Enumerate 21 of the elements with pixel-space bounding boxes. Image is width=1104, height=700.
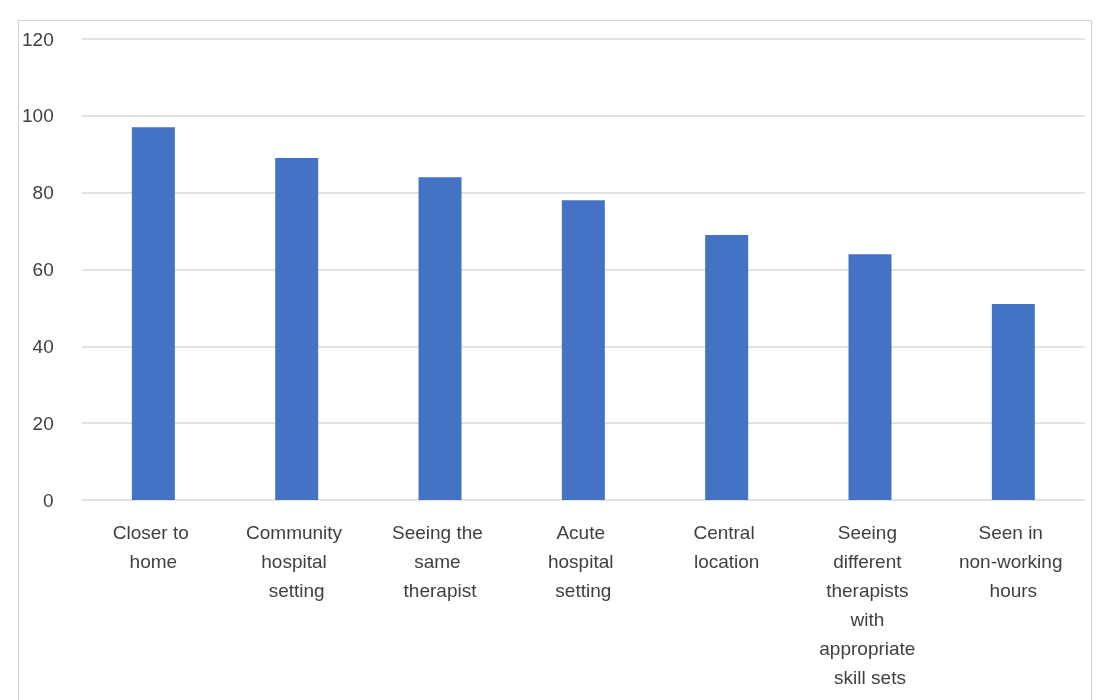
x-tick-label: Acute hospital setting: [547, 522, 619, 601]
bar: [561, 200, 605, 500]
y-tick-label: 0: [43, 489, 54, 511]
bar: [131, 127, 175, 500]
y-tick-label: 120: [22, 28, 54, 50]
bar: [848, 254, 892, 500]
bar: [991, 304, 1035, 500]
x-tick-label: Seeing the same therapist: [391, 522, 489, 601]
bar: [275, 158, 319, 500]
x-tick-label: Seeing different therapists with appropriate skill sets: [819, 522, 921, 688]
y-tick-label: 40: [32, 335, 54, 357]
y-tick-label: 100: [22, 105, 54, 127]
y-tick-label: 60: [32, 259, 54, 280]
x-tick-label: Closer to home: [112, 522, 195, 572]
x-tick-label: Community hospital setting: [246, 522, 348, 601]
y-tick-label: 80: [32, 182, 54, 204]
x-tick-label: Central location: [693, 522, 760, 572]
bar: [418, 177, 462, 500]
bar: [705, 234, 749, 500]
y-tick-label: 20: [32, 412, 54, 434]
x-tick-label: Seen in non-working hours: [958, 522, 1068, 601]
